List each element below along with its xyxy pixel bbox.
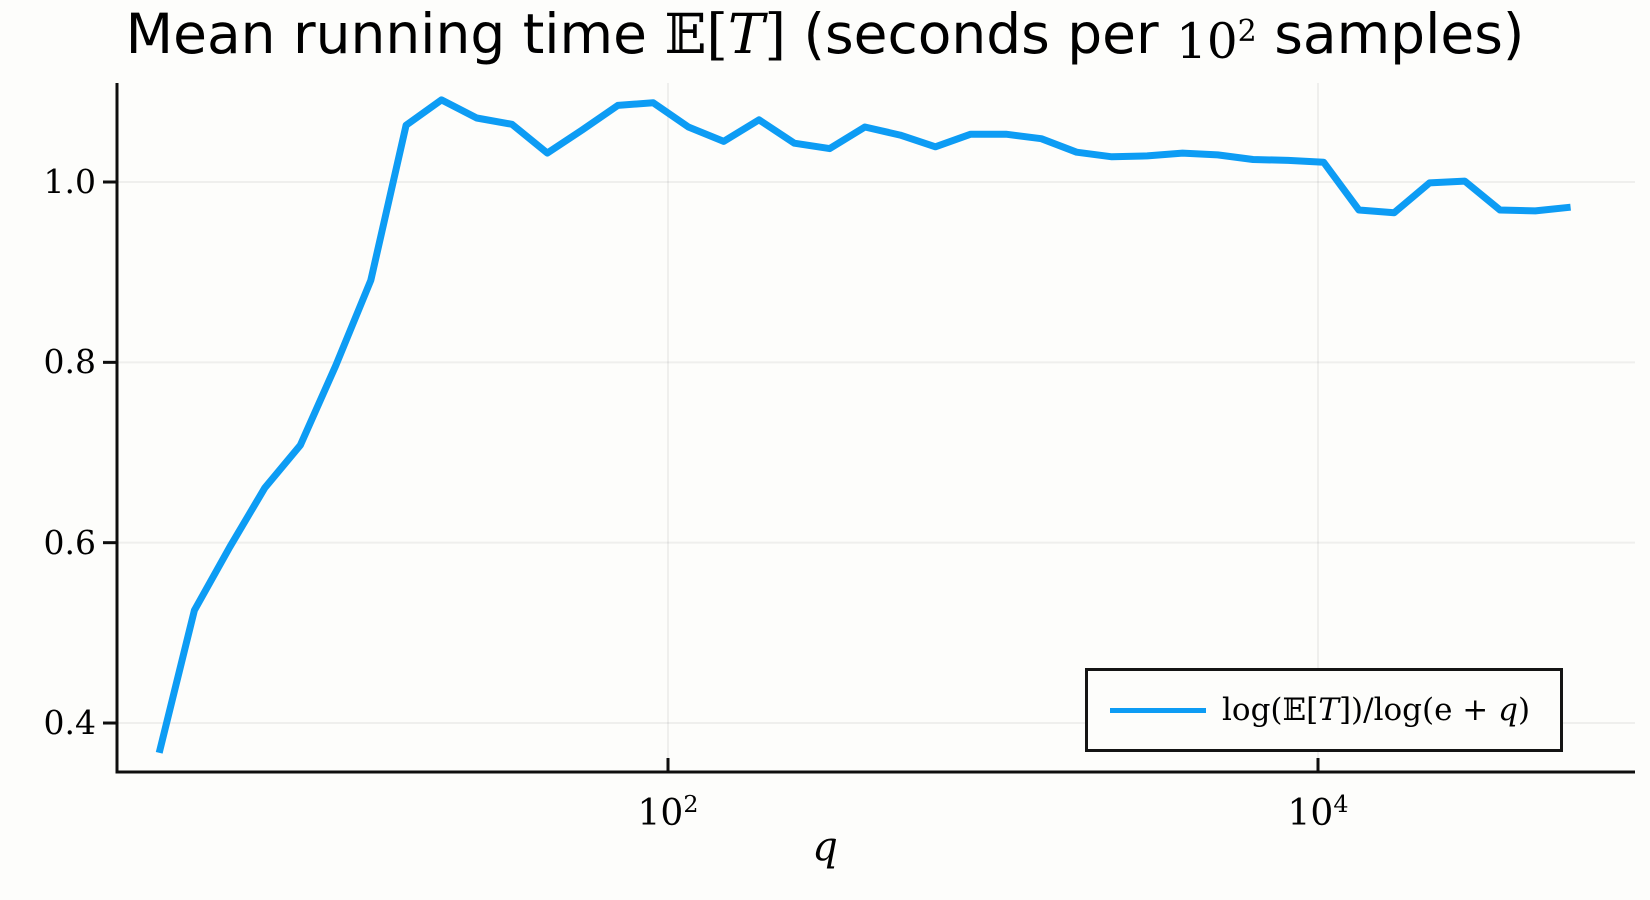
legend-label-T: T [1318, 692, 1339, 728]
title-math-expectation-open: 𝔼[ [664, 2, 728, 66]
x-tick-exponent: 4 [1333, 790, 1349, 818]
chart-title: Mean running time 𝔼[T] (seconds per 102 … [0, 2, 1650, 70]
title-power-exponent: 2 [1237, 13, 1257, 49]
x-tick-label: 102 [598, 782, 738, 836]
x-tick-exponent: 2 [683, 790, 699, 818]
series-line [155, 96, 1571, 754]
legend-entry-label: log(𝔼[T])/log(e + q) [1222, 692, 1530, 728]
legend-label-q: q [1498, 692, 1518, 728]
y-tick-label: 1.0 [43, 162, 96, 201]
title-power-base: 10 [1176, 14, 1238, 70]
title-text-mid: (seconds per [786, 2, 1177, 66]
x-axis-label: q [812, 824, 838, 870]
legend-box: log(𝔼[T])/log(e + q) [1085, 668, 1563, 752]
x-tick-base: 10 [1287, 793, 1334, 834]
title-power-of-ten: 102 [1176, 14, 1257, 70]
y-tick-label: 0.6 [43, 522, 96, 562]
title-text-prefix: Mean running time [125, 2, 665, 66]
title-math-expectation-close: ] [764, 2, 787, 66]
legend-label-mid: ])/log(e + [1338, 692, 1499, 728]
title-math-T: T [727, 2, 765, 66]
legend-line-sample [1110, 707, 1206, 713]
x-tick-label: 104 [1248, 782, 1388, 836]
y-tick-label: 0.4 [43, 703, 96, 743]
x-tick-base: 10 [637, 793, 684, 834]
legend-label-pre: log(𝔼[ [1222, 692, 1319, 728]
legend-label-post: ) [1517, 692, 1531, 728]
y-tick-label: 0.8 [43, 342, 96, 382]
title-text-suffix: samples) [1256, 2, 1525, 66]
